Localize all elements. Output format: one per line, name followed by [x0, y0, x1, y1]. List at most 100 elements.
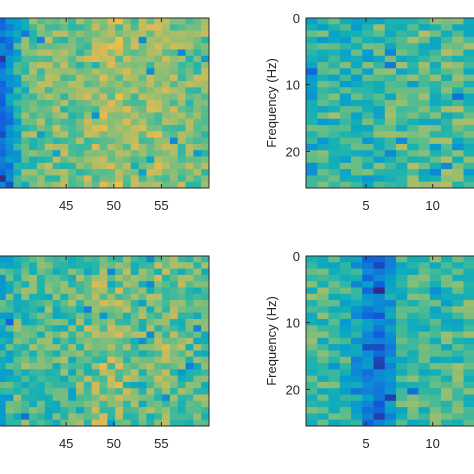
heatmap-cell — [13, 407, 22, 415]
heatmap-cell — [452, 281, 465, 289]
heatmap-cell — [0, 268, 7, 276]
heatmap-cell — [351, 388, 363, 396]
heatmap-cell — [13, 337, 22, 345]
heatmap-cell — [146, 369, 155, 377]
heatmap-cell — [339, 62, 352, 69]
heatmap-cell — [328, 281, 341, 289]
heatmap-cell — [306, 30, 318, 38]
heatmap-cell — [122, 131, 132, 139]
heatmap-cell — [52, 256, 61, 263]
heatmap-cell — [13, 325, 22, 333]
heatmap-cell — [429, 43, 442, 51]
heatmap-cell — [83, 55, 93, 63]
heatmap-cell — [76, 118, 85, 126]
heatmap-cell — [384, 118, 397, 126]
heatmap-cell — [177, 274, 187, 282]
heatmap-cell — [115, 381, 124, 389]
heatmap-cell — [52, 274, 61, 282]
heatmap-cell — [169, 337, 179, 345]
heatmap-cell — [362, 150, 375, 158]
heatmap-cell — [201, 325, 209, 333]
heatmap-cell — [328, 381, 341, 389]
heatmap-cell — [83, 125, 93, 132]
heatmap-cell — [396, 318, 408, 326]
heatmap-cell — [68, 30, 77, 38]
heatmap-cell — [328, 143, 341, 151]
heatmap-cell — [130, 331, 140, 339]
heatmap-cell — [351, 274, 363, 282]
heatmap-cell — [5, 274, 15, 282]
heatmap-cell — [107, 337, 116, 345]
heatmap-cell — [362, 262, 375, 270]
heatmap-cell — [130, 394, 140, 402]
heatmap-cell — [463, 394, 474, 402]
heatmap-cell — [339, 331, 352, 339]
heatmap-cell — [29, 293, 38, 301]
heatmap-cell — [193, 162, 202, 170]
heatmap-cell — [5, 256, 15, 263]
heatmap-cell — [115, 318, 124, 326]
heatmap-cell — [193, 74, 202, 82]
heatmap-cell — [452, 381, 465, 389]
heatmap-cell — [52, 162, 61, 170]
heatmap-cell — [91, 112, 101, 120]
heatmap-cell — [429, 87, 442, 95]
heatmap-cell — [99, 274, 108, 282]
heatmap-cell — [146, 143, 155, 151]
axes-frame — [305, 255, 474, 427]
heatmap-cell — [193, 419, 202, 426]
heatmap-cell — [373, 293, 386, 301]
heatmap-cell — [115, 325, 124, 333]
heatmap-cell — [0, 419, 7, 426]
heatmap-cell — [169, 162, 179, 170]
heatmap-cell — [177, 62, 187, 69]
heatmap-cell — [130, 169, 140, 177]
heatmap-cell — [328, 407, 341, 415]
heatmap-cell — [306, 268, 318, 276]
heatmap-cell — [68, 331, 77, 339]
heatmap-cell — [328, 43, 341, 51]
heatmap-cell — [452, 419, 465, 426]
heatmap-cell — [107, 375, 116, 383]
heatmap-cell — [29, 150, 38, 158]
heatmap-cell — [306, 369, 318, 377]
heatmap-cell — [384, 337, 397, 345]
heatmap-cell — [76, 62, 85, 69]
heatmap-cell — [52, 287, 61, 295]
heatmap-cell — [91, 274, 101, 282]
heatmap-cell — [362, 369, 375, 377]
heatmap-cell — [185, 68, 194, 76]
heatmap-cell — [177, 181, 187, 188]
heatmap-cell — [21, 62, 30, 69]
heatmap-cell — [154, 300, 163, 307]
heatmap-cell — [29, 87, 38, 95]
heatmap-cell — [306, 43, 318, 51]
heatmap-cell — [429, 24, 442, 32]
heatmap-cell — [328, 74, 341, 82]
heatmap-cell — [373, 344, 386, 352]
heatmap-cell — [177, 337, 187, 345]
heatmap-cell — [193, 350, 202, 358]
heatmap-cell — [351, 162, 363, 170]
heatmap-cell — [60, 262, 69, 270]
heatmap-cell — [99, 388, 108, 396]
heatmap-cell — [373, 274, 386, 282]
heatmap-cell — [122, 18, 132, 25]
heatmap-cell — [130, 36, 140, 44]
heatmap-cell — [52, 36, 61, 44]
heatmap-cell — [351, 49, 363, 57]
heatmap-cell — [407, 30, 420, 38]
heatmap-cell — [76, 407, 85, 415]
heatmap-cell — [146, 281, 155, 289]
heatmap-cell — [13, 80, 22, 88]
heatmap-cell — [384, 24, 397, 32]
heatmap-cell — [306, 181, 318, 188]
heatmap-cell — [407, 306, 420, 314]
heatmap-cell — [407, 62, 420, 69]
heatmap-cell — [162, 137, 171, 145]
heatmap-cell — [306, 112, 318, 120]
heatmap-cell — [452, 375, 465, 383]
heatmap-cell — [177, 388, 187, 396]
heatmap-cell — [185, 36, 194, 44]
